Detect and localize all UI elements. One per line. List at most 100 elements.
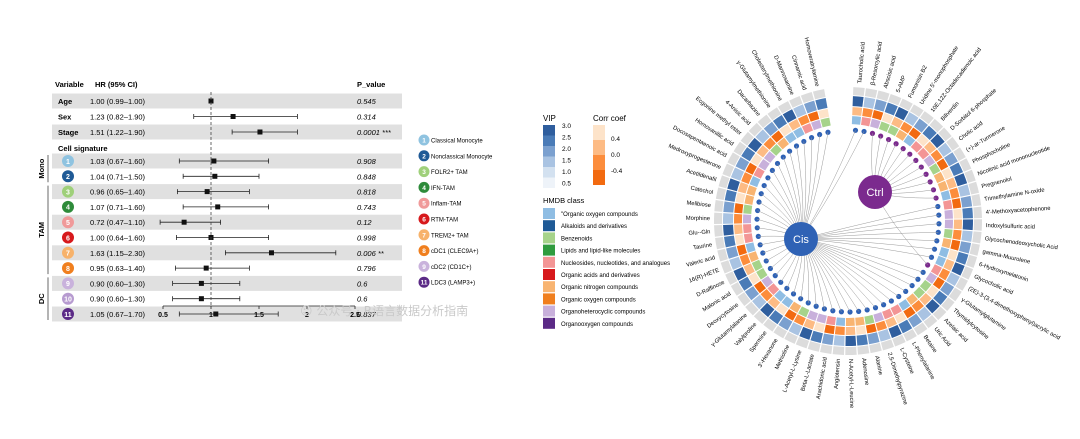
vip-ring-cell	[760, 302, 775, 318]
vip-ring-cell	[933, 290, 948, 306]
vip-ring-cell	[852, 96, 864, 107]
hmdb-class-swatch	[543, 305, 555, 317]
legend-badge-number: 9	[422, 264, 426, 271]
metabolite-label: Catechol	[690, 186, 714, 197]
corr-ring-cell	[824, 324, 835, 335]
bg-track-cell	[876, 90, 890, 102]
cell-badge-number: 10	[64, 297, 72, 304]
legend-badge-number: 8	[422, 248, 426, 255]
vip-ring-cell	[894, 106, 909, 121]
hmdb-class-label: Organooxygen compounds	[561, 322, 633, 328]
bg-track-cell	[757, 114, 772, 128]
corr-ring-cell	[953, 208, 962, 219]
vip-ring-cell	[863, 97, 876, 109]
cell-badge-number: 1	[66, 159, 70, 166]
hmdb-class-label: Nucleosides, nucleotides, and analogues	[561, 261, 670, 267]
legend-badge	[418, 150, 430, 162]
vip-ring-cell	[747, 137, 763, 153]
cell-badge-number: 6	[66, 235, 70, 242]
legend-label: cDC2 (CD1C+)	[431, 265, 472, 271]
bg-track-cell	[888, 93, 902, 106]
vip-tick-label: 1.5	[562, 158, 571, 165]
clinical-variable-label: Sex	[58, 113, 72, 122]
class-ring-cell	[940, 190, 951, 201]
bg-track-cell	[740, 131, 754, 146]
bg-track-cell	[941, 297, 955, 312]
corr-tick-label: 0.0	[611, 152, 620, 159]
bg-track-cell	[972, 231, 982, 244]
class-ring-cell	[887, 125, 899, 137]
metabolite-dot	[838, 309, 845, 315]
class-ring-cell	[835, 317, 846, 326]
corr-color-step	[593, 125, 605, 140]
metabolite-dot	[893, 141, 899, 147]
hmdb-class-swatch	[543, 244, 555, 256]
class-ring-cell	[870, 118, 881, 129]
corr-ring-cell	[784, 309, 797, 321]
metabolite-dot	[900, 146, 906, 152]
class-ring-cell	[743, 233, 754, 244]
bg-track-cell	[727, 152, 740, 166]
corr-ring-cell	[767, 296, 781, 309]
legend-badge-number: 11	[421, 280, 428, 287]
hmdb-class-swatch	[543, 293, 555, 305]
hmdb-class-swatch	[543, 256, 555, 268]
hr-point	[198, 280, 204, 286]
metabolite-dot	[934, 238, 940, 244]
bg-track-cell	[722, 163, 735, 177]
bg-track-cell	[737, 292, 751, 306]
corr-ring-cell	[771, 130, 784, 143]
bg-track-cell	[968, 181, 979, 195]
p-value-text: 0.998	[357, 234, 377, 243]
p-value-text: 0.545	[357, 97, 377, 106]
header-pvalue: P_value	[357, 80, 385, 89]
metabolite-dot	[755, 207, 761, 214]
hr-ci-text: 1.03 (0.67–1.60)	[90, 157, 146, 166]
bg-track-cell	[869, 342, 882, 354]
bg-track-cell	[715, 187, 727, 201]
metabolite-label: L-Cysteine	[898, 347, 914, 375]
metabolite-label: Cinnamic acid	[790, 55, 807, 91]
bg-track-cell	[852, 87, 865, 96]
metabolite-dot	[928, 254, 935, 260]
corr-ring-cell	[743, 263, 755, 276]
bg-track-cell	[880, 339, 894, 351]
legend-label: LDC3 (LAMP3+)	[431, 281, 475, 287]
corr-ring-cell	[737, 182, 749, 194]
class-ring-cell	[826, 315, 836, 326]
x-tick-label: 1	[209, 312, 213, 319]
hmdb-class-swatch	[543, 269, 555, 280]
hmdb-class-swatch	[543, 220, 555, 232]
cell-badge-number: 9	[66, 281, 70, 288]
p-value-text: 0.908	[357, 157, 377, 166]
vip-tick-label: 2.5	[562, 135, 571, 142]
bg-track-cell	[973, 219, 982, 231]
corr-ring-cell	[945, 177, 957, 189]
cell-badge	[62, 277, 74, 290]
hr-ci-text: 0.72 (0.47–1.10)	[90, 218, 146, 227]
hr-point	[212, 173, 218, 179]
legend-badge	[418, 197, 430, 209]
vip-ring-cell	[793, 104, 807, 118]
vip-ring-cell	[949, 162, 964, 177]
metabolite-label: Arachidonic acid	[816, 357, 829, 400]
bg-track-cell	[913, 322, 928, 336]
class-ring-cell	[878, 121, 890, 133]
cell-badge	[62, 155, 74, 167]
hr-ci-text: 1.04 (0.71–1.50)	[90, 172, 146, 181]
vip-ring-cell	[960, 195, 973, 208]
vip-ring-cell	[954, 173, 968, 187]
bg-track-cell	[773, 325, 788, 339]
x-tick-label: 2	[305, 312, 309, 319]
corr-ring-cell	[845, 326, 856, 335]
vip-tick-label: 3.0	[562, 123, 571, 130]
legend-label: Inflam-TAM	[431, 202, 462, 208]
section-title: Cell signature	[58, 144, 108, 153]
bg-track-cell	[763, 318, 777, 332]
cell-badge	[62, 262, 74, 275]
cis-hub-label: Cis	[793, 234, 809, 246]
vip-ring-cell	[957, 184, 971, 197]
link-curve	[800, 131, 865, 240]
row-shade	[52, 93, 402, 109]
class-ring-cell	[944, 209, 953, 219]
